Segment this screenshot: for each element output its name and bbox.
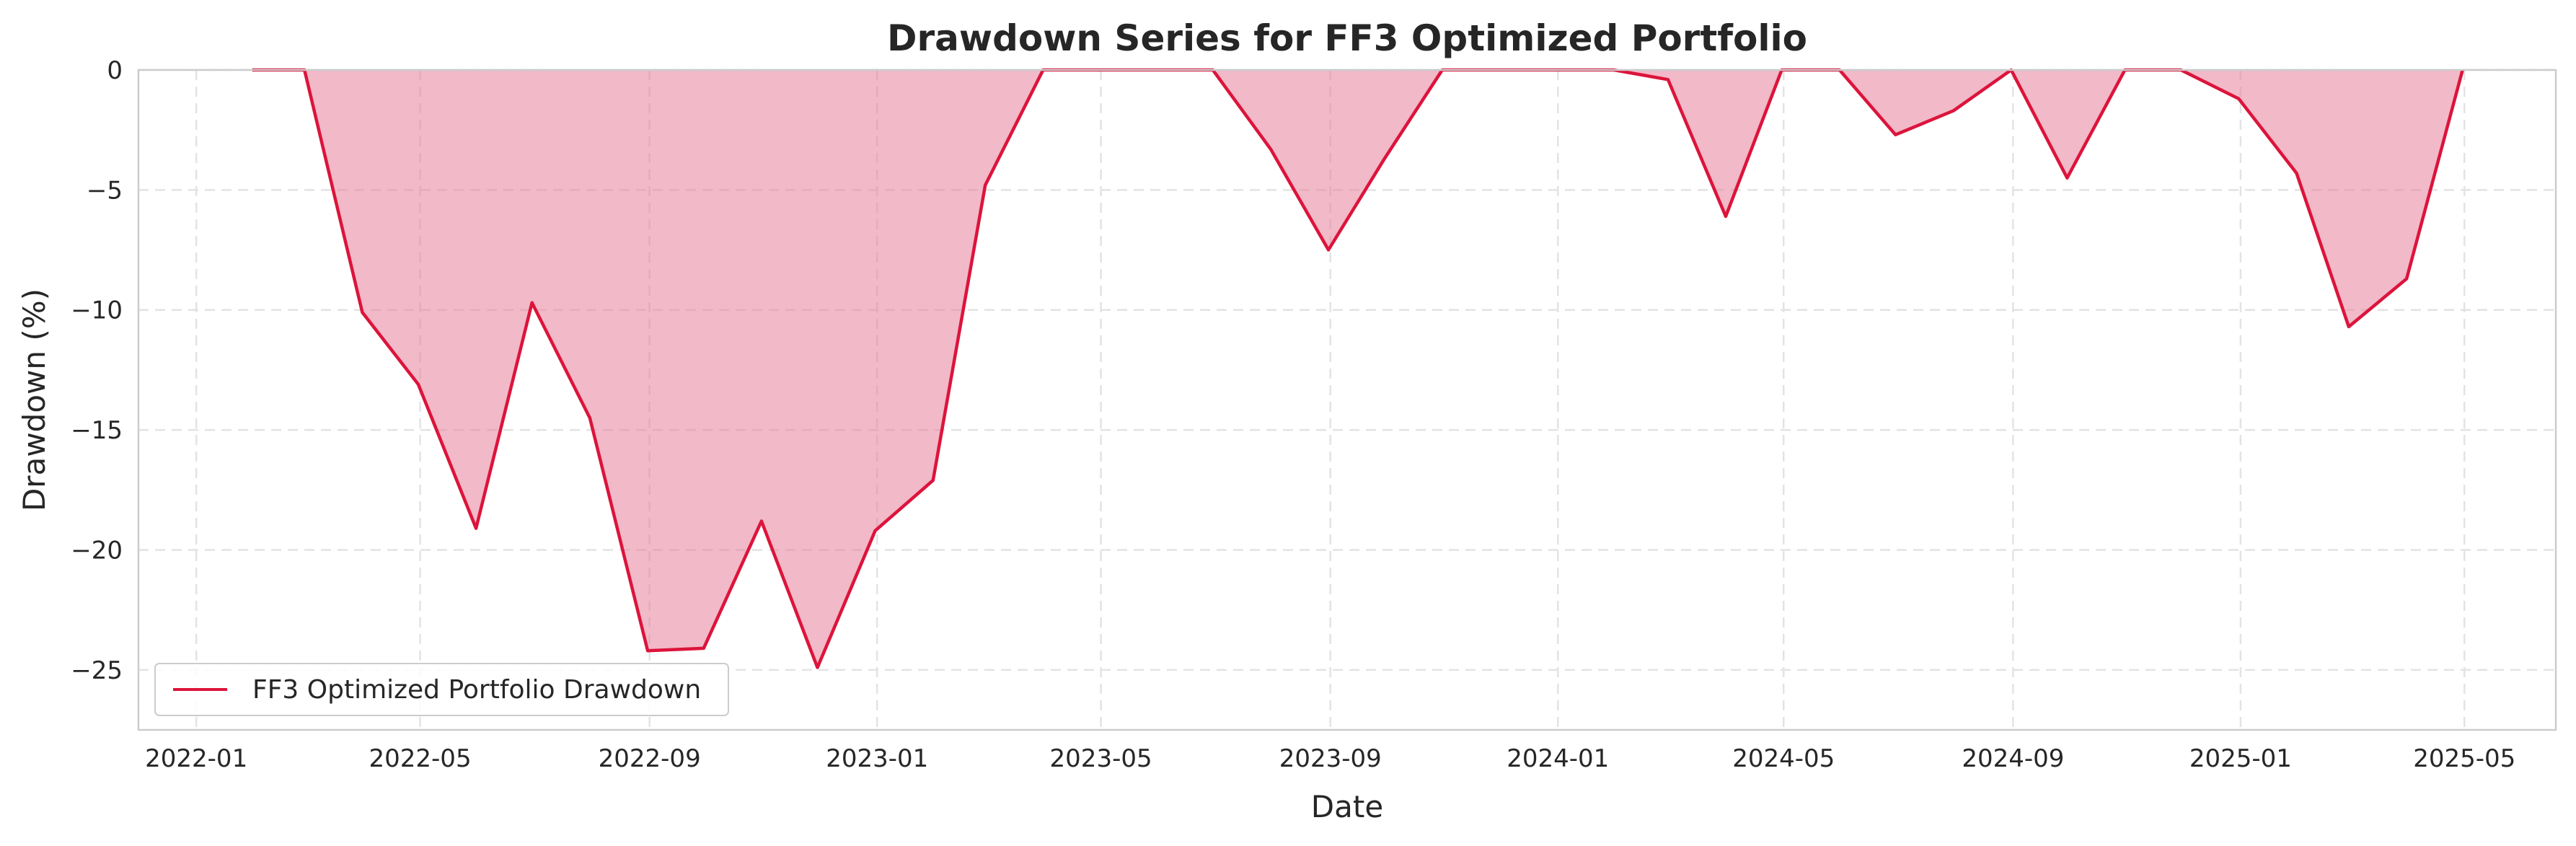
x-tick-label: 2024-01 — [1507, 744, 1609, 773]
y-tick-label: 0 — [107, 56, 123, 85]
x-tick-label: 2024-05 — [1732, 744, 1835, 773]
x-tick-label: 2022-01 — [145, 744, 247, 773]
drawdown-line — [252, 68, 2464, 669]
legend-box — [154, 663, 729, 716]
y-tick-label: −15 — [71, 416, 123, 445]
y-tick-label: −5 — [87, 176, 123, 205]
legend: FF3 Optimized Portfolio Drawdown — [154, 663, 729, 716]
plot-frame — [137, 69, 2557, 731]
x-tick-label: 2025-05 — [2413, 744, 2515, 773]
y-tick-label: −20 — [71, 536, 123, 565]
x-tick-label: 2025-01 — [2189, 744, 2292, 773]
chart-title: Drawdown Series for FF3 Optimized Portfo… — [887, 17, 1807, 59]
x-axis-title: Date — [1311, 789, 1383, 824]
drawdown-area-layer — [252, 70, 2463, 668]
x-tick-label: 2023-01 — [826, 744, 928, 773]
drawdown-area-fill — [252, 70, 2463, 668]
y-tick-label: −10 — [71, 296, 123, 325]
legend-label: FF3 Optimized Portfolio Drawdown — [252, 675, 701, 705]
x-tick-label: 2023-09 — [1279, 744, 1382, 773]
x-tick-label: 2022-09 — [599, 744, 701, 773]
x-tick-label: 2024-09 — [1962, 744, 2064, 773]
x-tick-label: 2022-05 — [369, 744, 472, 773]
y-axis-title: Drawdown (%) — [17, 288, 52, 511]
y-tick-label: −25 — [71, 656, 123, 685]
x-tick-label: 2023-05 — [1050, 744, 1152, 773]
drawdown-line-layer — [252, 68, 2464, 669]
tick-labels: 0 −5 −10 −15 −20 −25 2022-01 2022-05 2022-09 2023… — [71, 56, 2515, 773]
